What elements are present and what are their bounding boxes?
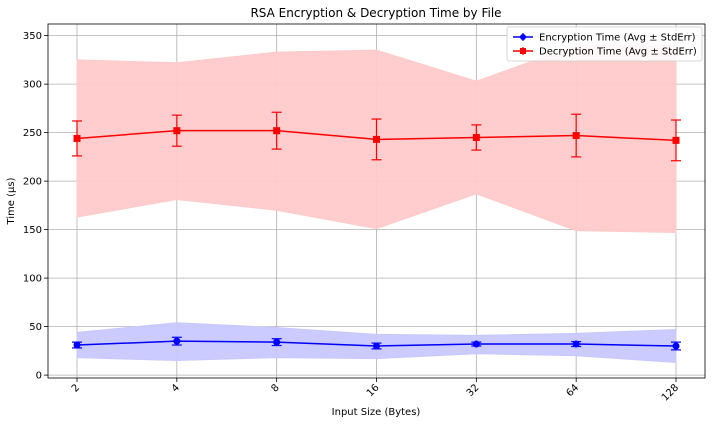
data-point xyxy=(572,132,580,140)
data-point xyxy=(273,338,281,346)
data-point xyxy=(373,342,380,350)
data-point xyxy=(472,133,480,141)
data-point xyxy=(373,135,380,143)
data-point xyxy=(572,340,580,348)
data-point xyxy=(73,341,81,349)
data-point xyxy=(472,340,480,348)
y-tick-label: 100 xyxy=(23,274,42,285)
legend-marker xyxy=(520,34,526,40)
legend-item: Decryption Time (Avg ± StdErr) xyxy=(513,47,697,58)
y-tick-label: 350 xyxy=(23,31,42,42)
data-point xyxy=(173,127,181,135)
legend-label: Encryption Time (Avg ± StdErr) xyxy=(539,33,696,44)
legend: Encryption Time (Avg ± StdErr) Decryption… xyxy=(506,26,703,62)
series-layer xyxy=(72,111,681,351)
y-tick-label: 250 xyxy=(23,128,42,139)
y-tick-label: 50 xyxy=(29,322,42,333)
y-tick-label: 0 xyxy=(36,371,42,382)
legend-box xyxy=(506,26,703,62)
y-axis-title: Time (µs) xyxy=(6,177,17,225)
data-point xyxy=(73,134,81,142)
legend-label: Decryption Time (Avg ± StdErr) xyxy=(539,47,697,58)
legend-marker xyxy=(520,48,526,54)
series-encryption xyxy=(72,336,681,351)
series-decryption xyxy=(72,111,681,162)
data-point xyxy=(173,337,181,345)
data-point xyxy=(672,342,680,350)
y-tick-label: 300 xyxy=(23,80,42,91)
data-point xyxy=(273,127,281,135)
chart-title: RSA Encryption & Decryption Time by File xyxy=(250,6,501,20)
y-tick-label: 150 xyxy=(23,225,42,236)
x-axis-title: Input Size (Bytes) xyxy=(332,407,421,418)
y-tick-label: 200 xyxy=(23,177,42,188)
legend-item: Encryption Time (Avg ± StdErr) xyxy=(513,33,696,44)
data-point xyxy=(672,136,680,144)
